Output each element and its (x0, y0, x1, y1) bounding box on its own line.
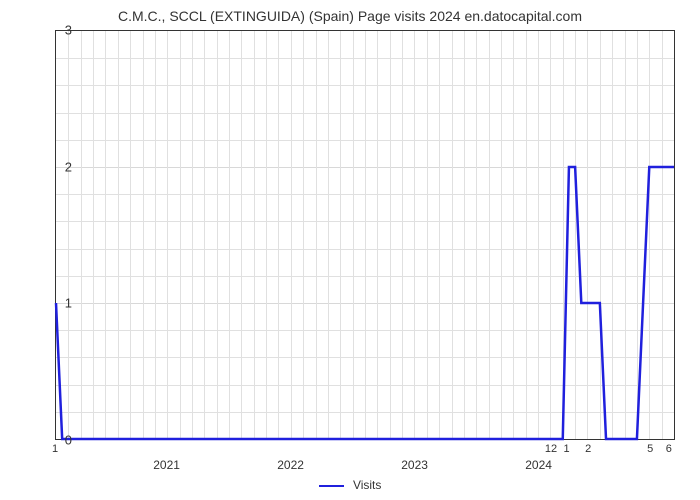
data-line (56, 31, 674, 439)
plot-area (55, 30, 675, 440)
x-minor-label: 6 (666, 443, 672, 455)
x-minor-label: 2 (585, 443, 591, 455)
x-minor-label: 1 (563, 443, 569, 455)
chart-title: C.M.C., SCCL (EXTINGUIDA) (Spain) Page v… (0, 8, 700, 24)
legend-swatch (319, 485, 344, 487)
y-tick-label: 0 (65, 433, 72, 448)
x-major-label: 2022 (277, 458, 304, 472)
x-minor-label: 1 (52, 443, 58, 455)
x-major-label: 2024 (525, 458, 552, 472)
legend: Visits (0, 478, 700, 492)
y-tick-label: 2 (65, 159, 72, 174)
y-tick-label: 3 (65, 23, 72, 38)
chart-container: C.M.C., SCCL (EXTINGUIDA) (Spain) Page v… (0, 0, 700, 500)
x-minor-label: 12 (545, 443, 557, 455)
y-tick-label: 1 (65, 296, 72, 311)
legend-label: Visits (353, 478, 381, 492)
x-minor-label: 5 (647, 443, 653, 455)
x-major-label: 2021 (153, 458, 180, 472)
x-major-label: 2023 (401, 458, 428, 472)
